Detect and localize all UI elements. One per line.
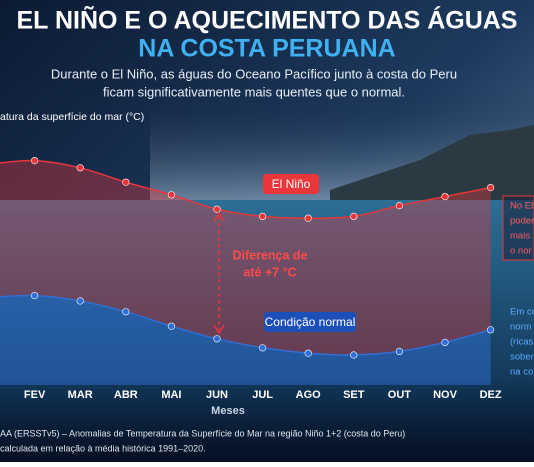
- normal-area: [0, 295, 491, 385]
- data-point: [76, 164, 84, 172]
- arrow-heads: [213, 211, 225, 335]
- x-tick-label: JUL: [252, 389, 273, 401]
- data-point: [167, 191, 175, 199]
- data-point: [487, 184, 495, 192]
- data-point: [441, 338, 449, 347]
- data-point: [395, 202, 404, 210]
- bottom-shade: [0, 380, 534, 462]
- x-tick-label: DEZ: [480, 389, 502, 401]
- data-point: [441, 193, 449, 201]
- x-tick-label: OUT: [388, 389, 412, 401]
- side-note: Em co: [510, 307, 534, 318]
- x-tick-label: AGO: [296, 389, 322, 401]
- x-tick-label: NOV: [433, 389, 458, 401]
- series-label: Condição normal: [265, 315, 356, 329]
- side-note: poder: [510, 216, 534, 227]
- x-tick-label: ABR: [114, 389, 138, 401]
- x-tick-label: JUN: [206, 389, 228, 401]
- series-label-box: [264, 312, 356, 332]
- x-tick-label: FEV: [24, 389, 46, 401]
- series-label: El Niño: [272, 177, 311, 191]
- side-note: norm: [510, 322, 532, 333]
- data-point: [30, 292, 39, 300]
- annotation: Diferença de: [232, 248, 307, 262]
- data-point: [350, 351, 358, 359]
- subtitle: ficam significativamente mais quentes qu…: [103, 84, 405, 99]
- y-axis-label: atura da superfície do mar (°C): [0, 111, 144, 123]
- data-point: [259, 212, 267, 220]
- side-note-box: [502, 195, 534, 261]
- subtitle: Durante o El Niño, as águas do Oceano Pa…: [51, 66, 457, 81]
- x-tick-label: SET: [343, 389, 365, 401]
- side-note: o nor: [510, 246, 532, 257]
- data-point: [167, 322, 175, 330]
- data-point: [30, 157, 39, 165]
- side-note: sober: [510, 352, 534, 363]
- data-point: [487, 326, 495, 334]
- data-point: [122, 178, 130, 186]
- data-point: [213, 335, 221, 343]
- data-point: [122, 308, 130, 316]
- side-note: No El: [510, 201, 533, 212]
- chart-title-line2: NA COSTA PERUANA: [138, 35, 395, 63]
- source: calculada em relação à média histórica 1…: [0, 443, 206, 453]
- side-note: (ricas: [510, 337, 533, 348]
- x-axis-label: Meses: [211, 405, 245, 417]
- series-line: [0, 294, 491, 356]
- annotation: até +7 °C: [243, 265, 296, 279]
- data-point: [304, 349, 312, 357]
- source: AA (ERSSTv5) – Anomalias de Temperatura …: [0, 428, 405, 438]
- data-point: [213, 205, 221, 213]
- series-label-box: [263, 174, 319, 194]
- data-point: [350, 212, 358, 220]
- mountains: [330, 125, 534, 215]
- difference-area: [0, 160, 491, 356]
- data-point: [304, 214, 312, 222]
- data-point: [395, 347, 404, 356]
- side-note: mais: [510, 231, 530, 242]
- x-tick-label: MAR: [68, 389, 93, 401]
- chart-title: EL NIÑO E O AQUECIMENTO DAS ÁGUAS: [17, 5, 518, 35]
- data-point: [76, 297, 84, 305]
- data-point: [259, 344, 267, 352]
- series-line: [0, 159, 491, 219]
- x-tick-label: MAI: [161, 389, 181, 401]
- side-note: na co: [510, 367, 533, 378]
